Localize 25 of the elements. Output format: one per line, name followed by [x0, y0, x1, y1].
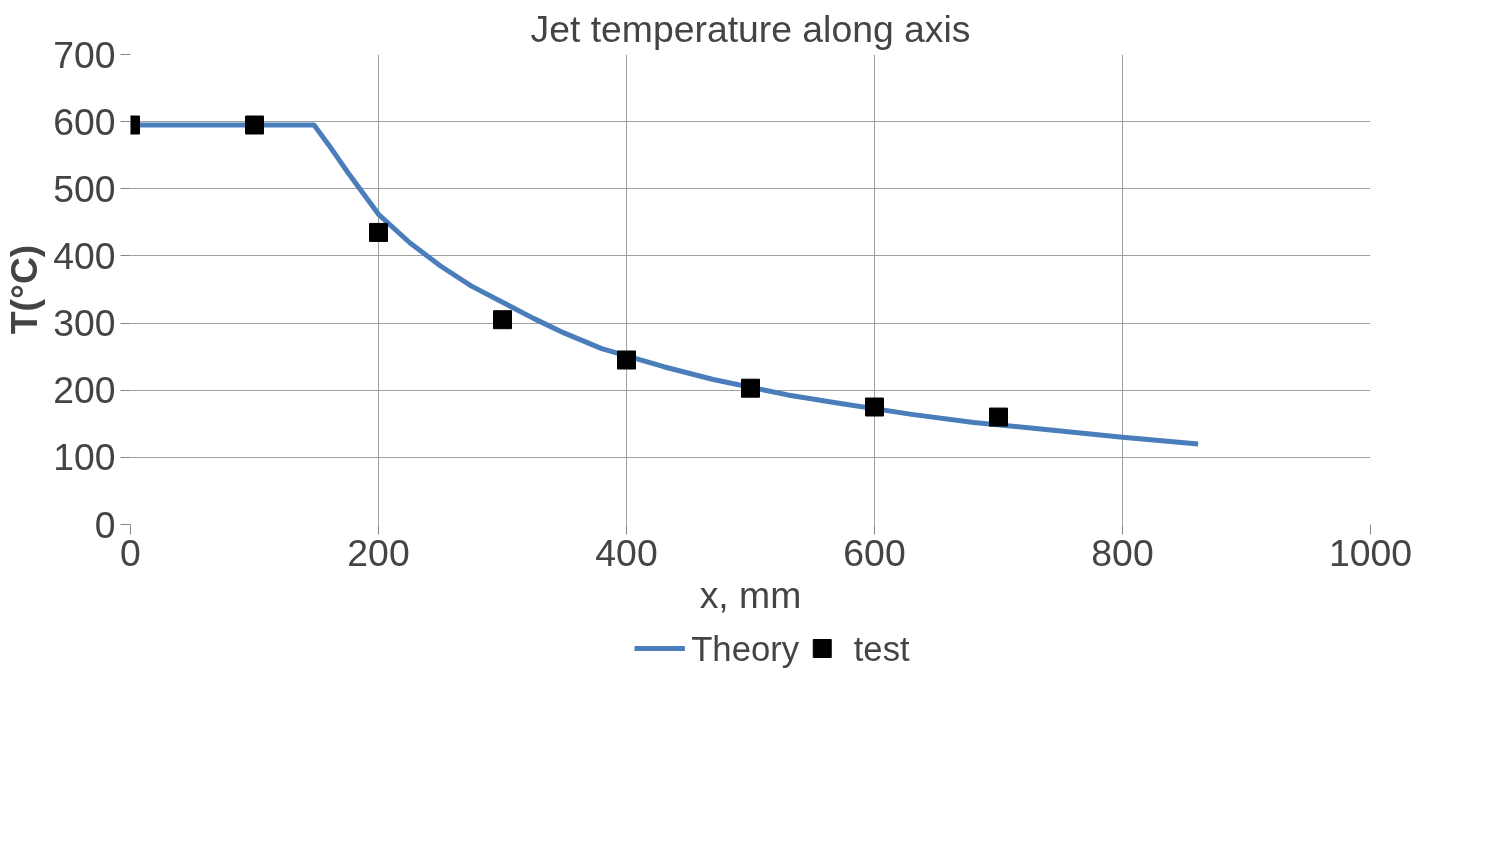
legend-label: Theory	[691, 629, 800, 668]
x-tick-label: 600	[843, 531, 906, 574]
chart-title: Jet temperature along axis	[530, 7, 971, 50]
y-tick-label: 700	[53, 33, 116, 76]
y-axis-title: T(°C)	[3, 244, 46, 335]
point	[865, 397, 884, 417]
x-tick-label: 1000	[1328, 531, 1413, 574]
point	[617, 350, 636, 370]
point	[369, 222, 388, 242]
y-tick-label: 400	[53, 234, 116, 277]
y-tick-label: 0	[94, 503, 116, 546]
x-axis-title: x, mm	[699, 573, 802, 616]
point	[741, 378, 760, 398]
point	[989, 407, 1008, 427]
point	[245, 115, 264, 135]
y-tick-label: 200	[53, 369, 116, 412]
y-tick-label: 300	[53, 302, 116, 345]
point	[493, 310, 512, 330]
y-tick-label: 600	[53, 100, 116, 143]
x-tick-label: 400	[595, 531, 658, 574]
y-tick-label: 100	[53, 436, 116, 479]
x-tick-label: 800	[1091, 531, 1154, 574]
x-tick-label: 200	[347, 531, 410, 574]
y-tick-label: 500	[53, 167, 116, 210]
legend-label: test	[853, 629, 910, 668]
